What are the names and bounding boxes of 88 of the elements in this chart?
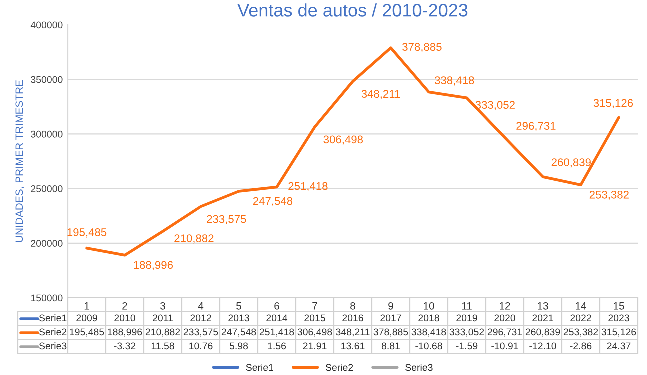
data-label: 338,418	[412, 328, 446, 337]
data-label: 210,882	[146, 328, 180, 337]
x-tick-label: 14	[576, 302, 586, 310]
x-tick-label: 4	[198, 302, 204, 310]
x-tick-label: 10	[424, 302, 434, 310]
text: 2011	[153, 314, 173, 322]
y-tick-label: 400000	[30, 22, 63, 29]
data-label: 296,731	[488, 328, 522, 337]
text: -10.68	[416, 342, 442, 350]
y-tick-label: 200000	[31, 240, 63, 248]
text: 8.81	[382, 342, 400, 350]
text: 24.37	[607, 342, 631, 350]
x-tick-label: 7	[312, 302, 318, 310]
text: 2017	[380, 314, 402, 322]
text: 260,839	[552, 158, 591, 168]
text: 2021	[532, 314, 554, 322]
text: 13.61	[342, 342, 365, 350]
legend-label: Serie3	[39, 342, 67, 350]
x-tick-label: 5	[236, 302, 242, 310]
text: 253,382	[590, 190, 629, 200]
text: -12.10	[530, 342, 556, 350]
text: 306,498	[324, 136, 364, 145]
text: 2018	[418, 314, 440, 322]
text: 2015	[304, 314, 326, 322]
text: 21.91	[303, 342, 327, 350]
text: 2022	[570, 314, 592, 322]
text: 2013	[228, 314, 250, 322]
text: -10.91	[492, 342, 518, 350]
x-tick-label: 13	[538, 302, 548, 310]
text: 195,485	[68, 228, 107, 238]
text: 333,052	[476, 101, 515, 110]
data-label: 233,575	[184, 328, 218, 337]
text: -2.86	[570, 342, 592, 350]
legend-label: Serie1	[39, 314, 67, 322]
data-label: 306,498	[298, 328, 332, 337]
text: Serie1	[246, 364, 274, 372]
x-tick-label: 11	[462, 302, 472, 310]
y-tick-label: 150000	[31, 294, 63, 302]
data-label: 251,418	[260, 328, 294, 337]
text: 348,211	[362, 90, 400, 100]
x-tick-label: 15	[614, 302, 624, 310]
text: Serie2	[326, 364, 354, 372]
x-tick-label: 1	[84, 302, 90, 310]
text: 315,126	[594, 99, 634, 108]
text: 378,885	[402, 43, 442, 52]
y-axis-title: UNIDADES, PRIMER TRIMESTRE	[16, 80, 24, 242]
text: 251,418	[288, 182, 328, 192]
x-tick-label: 8	[350, 302, 356, 310]
data-label: 195,485	[70, 328, 104, 337]
text: 2016	[342, 314, 364, 322]
text: 296,731	[516, 122, 556, 132]
text: 1.56	[268, 342, 286, 350]
text: 11.58	[152, 342, 174, 350]
x-tick-label: 6	[274, 302, 280, 310]
data-label: 333,052	[450, 328, 484, 337]
text: -1.59	[456, 342, 478, 350]
data-label: 315,126	[602, 328, 636, 337]
data-label: 247,548	[222, 328, 256, 337]
text: 2010	[114, 314, 136, 322]
x-tick-label: 3	[160, 302, 166, 310]
text: 2012	[190, 314, 212, 322]
y-tick-label: 300000	[31, 130, 63, 138]
text: 5.98	[230, 342, 248, 350]
y-tick-label: 350000	[31, 76, 63, 84]
text: 210,882	[174, 234, 214, 244]
data-label: 188,996	[108, 328, 142, 337]
data-label: 348,211	[336, 328, 370, 337]
data-label: 253,382	[564, 328, 598, 337]
x-tick-label: 12	[500, 302, 510, 310]
text: 2009	[76, 314, 98, 322]
chart-title: Ventas de autos / 2010-2023	[238, 4, 468, 17]
text: 2014	[266, 314, 288, 322]
text: Serie3	[406, 364, 433, 372]
y-tick-label: 250000	[31, 186, 63, 192]
text: 2020	[494, 314, 516, 322]
text: 10.76	[190, 342, 213, 350]
text: 338,418	[434, 76, 474, 86]
text: 2023	[608, 314, 630, 322]
x-tick-label: 2	[122, 302, 128, 310]
text: 2019	[456, 314, 478, 322]
x-tick-label: 9	[388, 302, 394, 310]
legend-label: Serie2	[39, 328, 67, 336]
text: 233,575	[207, 215, 246, 225]
data-label: 378,885	[374, 328, 408, 337]
text: -3.32	[114, 342, 136, 350]
text: 188,996	[134, 261, 174, 270]
text: 247,548	[253, 197, 293, 207]
data-label: 260,839	[526, 328, 560, 337]
